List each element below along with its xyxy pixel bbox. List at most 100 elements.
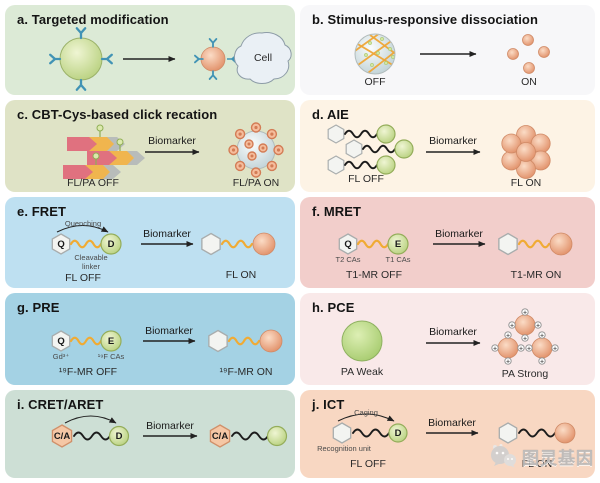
linker-wave: [518, 428, 556, 438]
activated-agent: [549, 232, 573, 256]
linker-wave: [231, 431, 269, 441]
biomarker-label: Biomarker: [429, 326, 477, 338]
donor-letter: D: [108, 239, 115, 250]
quencher-letter: Q: [57, 336, 64, 347]
aggregate-cluster: [501, 125, 551, 179]
biomarker-label: Biomarker: [429, 135, 477, 147]
quenching-arrow: [56, 224, 109, 233]
panel-c-diagram: FL/PA OFF Biomarker: [63, 122, 284, 189]
quencher-letter: Q: [344, 239, 351, 250]
off-label: T1-MR OFF: [346, 269, 402, 281]
probe-monomer: [67, 124, 125, 151]
plus-badge: +: [519, 345, 523, 352]
quencher-letter: Q: [57, 239, 64, 250]
caged-assembly-sphere: [354, 33, 396, 75]
panel-b-title: b. Stimulus-responsive dissociation: [312, 12, 538, 27]
biomarker-arrow: Biomarker: [433, 228, 486, 247]
panel-d-diagram: FL OFF Biomarker FL ON: [327, 124, 551, 189]
linker-label-2: linker: [82, 262, 100, 271]
panel-j-title: j. ICT: [312, 397, 345, 412]
donor-circle: D: [108, 425, 130, 447]
panel-h-diagram: PA Weak Biomarker + + + + + + + + +: [341, 308, 559, 380]
released-dye: [266, 425, 288, 447]
biomarker-label: Biomarker: [146, 420, 194, 432]
linker-wave: [73, 431, 111, 441]
plus-badge: +: [493, 345, 497, 352]
quencher-hexagon: Q: [51, 330, 71, 352]
enhancer-letter: E: [108, 336, 114, 347]
charged-particle: + + + +: [508, 308, 542, 342]
off-label: FL OFF: [65, 272, 101, 284]
charged-particle: + + + +: [491, 331, 525, 365]
quencher-hexagon: Q: [338, 233, 358, 255]
on-label: T1-MR ON: [511, 269, 562, 281]
linker-wave: [69, 336, 103, 346]
linker-wave: [356, 239, 390, 249]
ca-hexagon: C/A: [209, 424, 231, 448]
on-label: ON: [521, 76, 537, 88]
enhancer-circle: E: [387, 233, 409, 255]
activated-agent: [259, 329, 283, 353]
off-label: FL OFF: [350, 458, 386, 470]
biomarker-label: Biomarker: [435, 228, 483, 240]
linker-label-1: Cleavable: [74, 253, 107, 262]
biomarker-arrow: Biomarker: [145, 135, 200, 155]
cell-label: Cell: [254, 52, 272, 64]
recognition-hexagon: [332, 422, 352, 444]
off-label: FL OFF: [348, 173, 384, 185]
off-label: OFF: [365, 76, 386, 88]
released-hexagon: [498, 422, 518, 444]
linker-wave: [517, 239, 551, 249]
off-label: FL/PA OFF: [67, 177, 119, 189]
ca-hexagon: C/A: [51, 424, 73, 448]
recognition-unit-label: Recognition unit: [317, 444, 372, 453]
panel-d-title: d. AIE: [312, 107, 349, 122]
weak-pa-particle: [341, 320, 383, 362]
activated-fluorophore: [252, 232, 276, 256]
panel-a-diagram: Cell: [49, 27, 292, 91]
released-dots: [507, 34, 550, 74]
biomarker-label: Biomarker: [143, 228, 191, 240]
quencher-hexagon: Q: [51, 233, 71, 255]
panel-f-title: f. MRET: [312, 204, 362, 219]
biomarker-arrow: Biomarker: [143, 420, 198, 439]
panel-targeted-modification: a. Targeted modification: [5, 5, 295, 95]
enhancer-letter: E: [395, 239, 401, 250]
aie-monomer: [327, 155, 396, 175]
biomarker-arrow: Biomarker: [426, 326, 481, 346]
biomarker-arrow: Biomarker: [426, 135, 481, 155]
f19-cas-label: ¹⁹F CAs: [98, 352, 125, 361]
gd-label: Gd³⁺: [53, 352, 70, 361]
energy-transfer-arrow: [64, 415, 117, 424]
plus-badge: +: [553, 345, 557, 352]
plus-badge: +: [527, 345, 531, 352]
panel-e-title: e. FRET: [17, 204, 67, 219]
donor-letter: D: [116, 431, 123, 442]
biomarker-label: Biomarker: [428, 417, 476, 429]
plus-badge: +: [540, 332, 544, 339]
donor-circle: D: [388, 423, 408, 443]
panel-c-title: c. CBT-Cys-based click recation: [17, 107, 218, 122]
panel-b-diagram: OFF ON: [354, 33, 550, 88]
linker-wave: [352, 428, 390, 438]
aie-monomer: [345, 139, 414, 159]
caging-arrow: [337, 413, 395, 422]
panel-a-title: a. Targeted modification: [17, 12, 169, 27]
on-label: FL ON: [226, 269, 257, 281]
plus-badge: +: [510, 322, 514, 329]
caging-label: Caging: [354, 408, 378, 417]
plus-badge: +: [523, 309, 527, 316]
panel-pce: h. PCE PA Weak Biomarker + + + + + + + +: [300, 293, 595, 385]
biomarker-arrow: Biomarker: [143, 325, 196, 344]
cell-blob: Cell: [233, 32, 292, 84]
donor-letter: D: [395, 428, 402, 439]
panel-f-diagram: Q E T2 CAs T1 CAs T1-MR OFF Biomarker T1…: [335, 228, 573, 281]
released-hexagon: [208, 329, 228, 353]
biomarker-arrow: Biomarker: [141, 228, 194, 247]
panel-fret: e. FRET Quenching Q D Cleavable linker F…: [5, 197, 295, 288]
on-label: FL ON: [522, 458, 553, 470]
aie-monomer: [327, 124, 396, 144]
panel-aie: d. AIE FL OFF Biomarker: [300, 100, 595, 192]
plus-badge: +: [523, 335, 527, 342]
